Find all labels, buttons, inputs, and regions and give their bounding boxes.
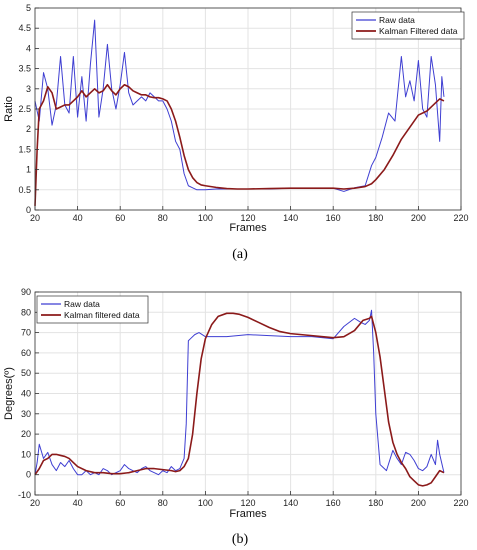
series-line-kalman-filtered [34,312,445,487]
x-tick-label: 40 [73,498,83,508]
y-tick-label: 1 [26,165,31,175]
y-tick-label: 40 [21,389,31,399]
x-tick-label: 140 [283,213,298,223]
x-tick-label: 160 [326,213,341,223]
x-tick-label: 200 [411,498,426,508]
panel-label: (b) [232,532,249,547]
y-tick-label: 3 [26,84,31,94]
x-tick-label: 60 [115,213,125,223]
x-tick-label: 140 [283,498,298,508]
panel-a: 20 40 60 80 100 120 140 160 180 200 220 0 0.5 1 1.5 2 2.… [3,3,469,262]
y-tick-label: 5 [26,3,31,13]
legend-entry-label: Kalman Filtered data [379,26,458,36]
x-tick-label: 40 [73,213,83,223]
x-tick-label: 100 [198,498,213,508]
y-tick-label: 60 [21,348,31,358]
x-tick-label: 160 [326,498,341,508]
y-tick-label: -10 [18,490,31,500]
x-tick-label: 120 [240,498,255,508]
y-axis-label: Degrees(º) [3,367,15,420]
x-tick-label: 220 [453,498,468,508]
y-tick-label: 4 [26,43,31,53]
legend-entry-label: Kalman filtered data [64,310,140,320]
y-tick-label: 0.5 [18,185,31,195]
legend-box [351,11,465,40]
y-tick-label: 10 [21,449,31,459]
x-tick-label: 200 [411,213,426,223]
x-tick-label: 60 [115,498,125,508]
legend-box [36,295,149,324]
x-tick-label: 120 [240,213,255,223]
series-line-kalman-filtered [34,83,445,206]
y-tick-label: 1.5 [18,144,31,154]
y-tick-label: 20 [21,429,31,439]
x-axis-label: Frames [229,508,267,520]
y-tick-label: 2 [26,124,31,134]
y-axis-label: Ratio [3,96,15,122]
x-tick-label: 80 [158,213,168,223]
y-tick-label: 90 [21,287,31,297]
y-tick-label: 70 [21,328,31,338]
panel-b: 20 40 60 80 100 120 140 160 180 200 220 -10 0 10 20 30 4… [3,287,469,547]
x-tick-label: 100 [198,213,213,223]
x-tick-label: 180 [368,213,383,223]
y-tick-label: 50 [21,368,31,378]
x-tick-label: 80 [158,498,168,508]
x-tick-label: 20 [30,498,40,508]
series-line-raw-data [34,309,445,476]
x-tick-label: 180 [368,498,383,508]
y-tick-label: 3.5 [18,64,31,74]
legend-entry-label: Raw data [379,15,415,25]
legend-entry-label: Raw data [64,299,100,309]
y-tick-label: 0 [26,205,31,215]
y-tick-label: 4.5 [18,23,31,33]
y-tick-label: 30 [21,409,31,419]
x-tick-label: 20 [30,213,40,223]
y-tick-label: 80 [21,307,31,317]
y-tick-label: 2.5 [18,104,31,114]
y-tick-label: 0 [26,470,31,480]
x-axis-label: Frames [229,222,267,234]
panel-label: (a) [232,247,248,262]
x-tick-label: 220 [453,213,468,223]
